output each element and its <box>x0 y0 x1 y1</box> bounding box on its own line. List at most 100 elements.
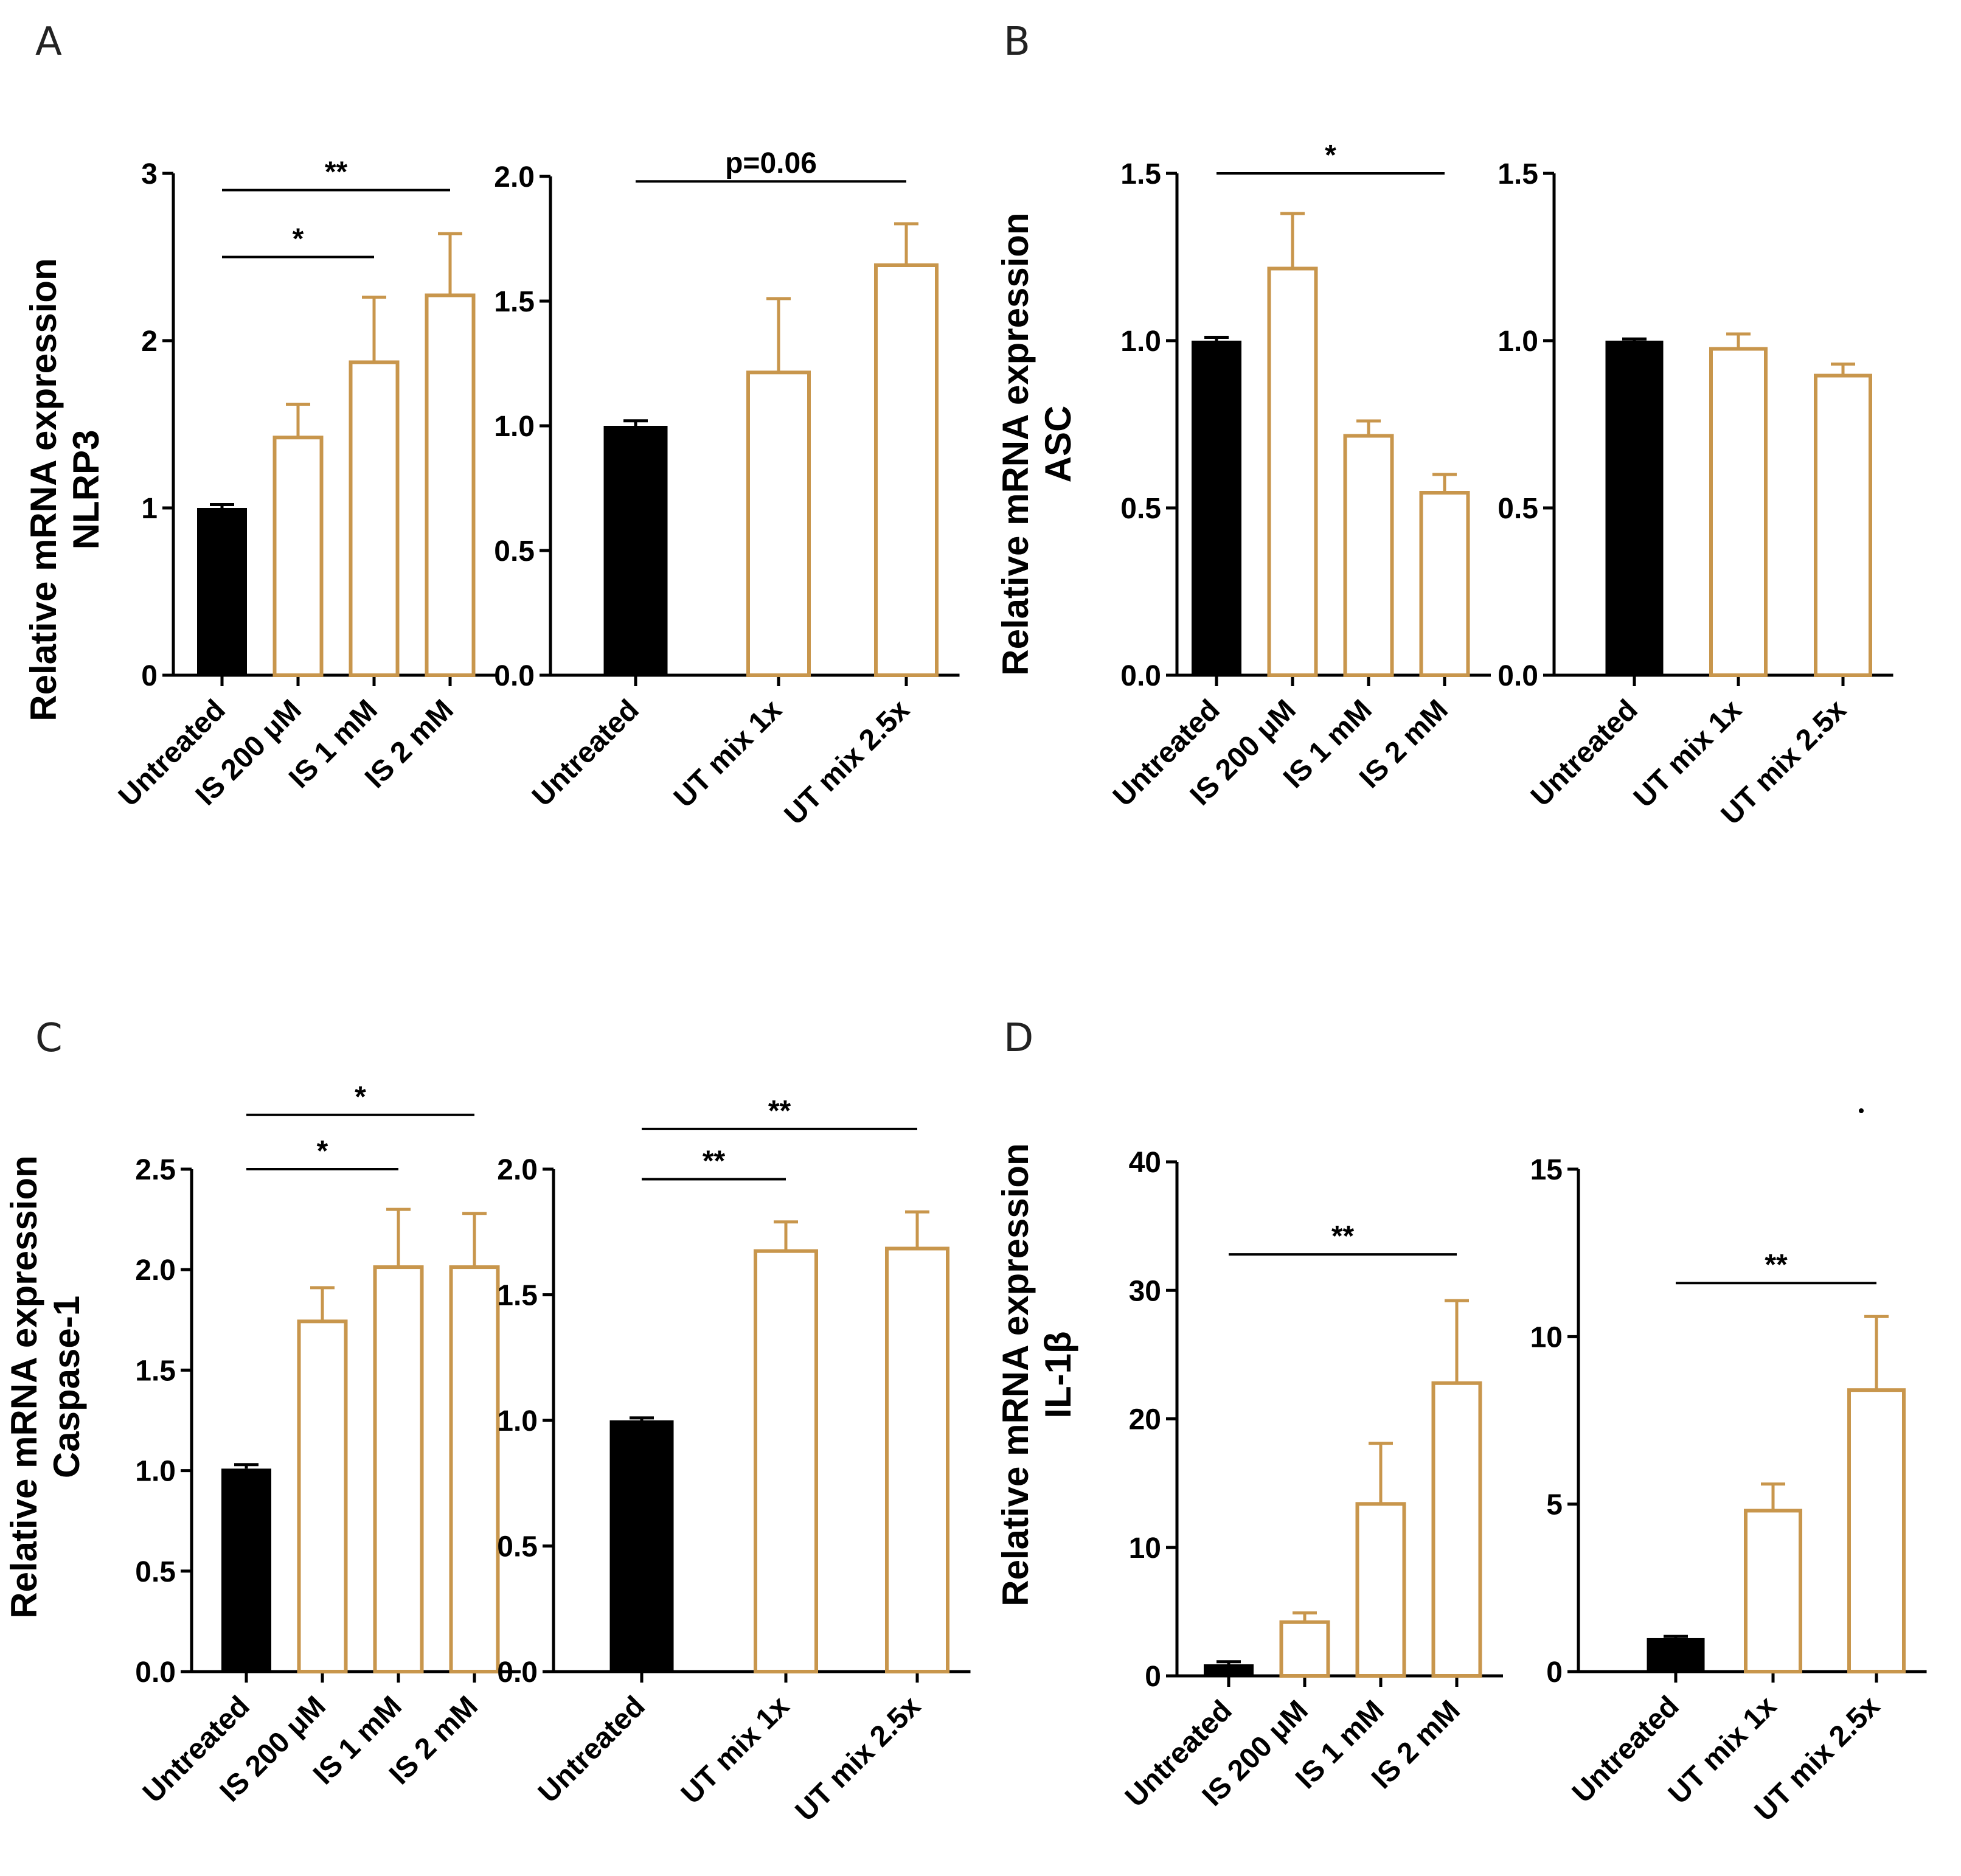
bar <box>297 1319 348 1674</box>
y-tick-label: 0.0 <box>494 660 535 692</box>
y-axis-title-c: Relative mRNA expression Caspase-1 <box>4 1155 87 1618</box>
category-label: UT mix 2.5x <box>779 693 916 831</box>
y-tick-label: 1.0 <box>135 1456 176 1488</box>
y-tick-label: 0.5 <box>497 1531 538 1563</box>
y-tick-label: 20 <box>1129 1404 1161 1436</box>
bar <box>885 1246 949 1673</box>
y-tick-label: 1.5 <box>1498 158 1538 190</box>
bar <box>746 370 811 677</box>
significance-label: ** <box>768 1095 791 1127</box>
bar <box>1709 347 1768 677</box>
bar <box>1279 1620 1330 1678</box>
y-tick-label: 0.5 <box>494 535 535 568</box>
y-tick-label: 1 <box>141 493 158 525</box>
bar <box>1431 1381 1482 1678</box>
y-tick-label: 10 <box>1530 1321 1563 1353</box>
y-axis-title-line2: ASC <box>1038 406 1078 483</box>
category-label: UT mix 1x <box>675 1690 796 1810</box>
y-tick-label: 1.5 <box>135 1355 176 1387</box>
y-tick-label: 1.0 <box>494 411 535 443</box>
y-tick-label: 2.5 <box>135 1154 176 1186</box>
significance-label: * <box>293 223 304 255</box>
bar <box>1355 1502 1406 1678</box>
significance-label: ** <box>1765 1249 1788 1281</box>
panel-letter-b: B <box>1004 19 1030 64</box>
y-axis-title-line1: Relative mRNA expression <box>995 1143 1036 1606</box>
bar <box>373 1265 424 1674</box>
y-tick-label: 1.5 <box>1120 158 1161 190</box>
bar <box>1419 491 1470 677</box>
y-tick-label: 0.0 <box>135 1656 176 1689</box>
significance-label: * <box>355 1081 366 1113</box>
y-axis-title-line2: NLRP3 <box>66 430 106 550</box>
bar <box>1343 434 1394 677</box>
y-tick-label: 30 <box>1129 1275 1161 1307</box>
significance-label: ** <box>325 156 348 189</box>
y-tick-label: 1.0 <box>497 1405 538 1437</box>
y-tick-label: 3 <box>141 158 158 190</box>
stray-dot <box>1859 1108 1864 1113</box>
bar <box>449 1265 500 1674</box>
bar <box>754 1249 818 1673</box>
y-tick-label: 2.0 <box>497 1154 538 1186</box>
y-tick-label: 2.0 <box>494 161 535 193</box>
bar <box>1814 373 1872 677</box>
significance-label: * <box>317 1135 328 1167</box>
bar <box>1204 1664 1254 1676</box>
y-axis-title-a: Relative mRNA expression NLRP3 <box>23 258 106 721</box>
y-tick-label: 40 <box>1129 1147 1161 1179</box>
y-axis-title-line2: Caspase-1 <box>46 1296 87 1478</box>
y-tick-label: 0 <box>141 660 158 692</box>
y-axis-title-line1: Relative mRNA expression <box>995 212 1036 675</box>
y-tick-label: 1.0 <box>1498 325 1538 358</box>
category-label: Untreated <box>1525 693 1644 813</box>
y-tick-label: 0.0 <box>1120 660 1161 692</box>
y-tick-label: 0.5 <box>1498 493 1538 525</box>
bar <box>1647 1638 1705 1672</box>
y-axis-title-line1: Relative mRNA expression <box>4 1155 44 1618</box>
significance-label: ** <box>703 1145 726 1178</box>
bar <box>1192 341 1241 675</box>
bar <box>1847 1388 1906 1674</box>
significance-label: * <box>1325 139 1336 172</box>
y-tick-label: 15 <box>1530 1154 1563 1186</box>
y-axis-title-b: Relative mRNA expression ASC <box>995 212 1078 675</box>
y-axis-title-d: Relative mRNA expression IL-1β <box>995 1143 1078 1606</box>
bar <box>874 263 939 677</box>
bar <box>425 293 476 677</box>
category-label: UT mix 1x <box>668 693 788 814</box>
category-label: Untreated <box>526 693 645 813</box>
y-tick-label: 0.5 <box>135 1556 176 1588</box>
y-tick-label: 0.0 <box>1498 660 1538 692</box>
bar <box>1267 266 1318 677</box>
category-label: Untreated <box>532 1690 651 1809</box>
panel-letter-a: A <box>35 19 62 64</box>
y-tick-label: 0.0 <box>497 1656 538 1689</box>
bar <box>609 1420 674 1672</box>
y-tick-label: 0 <box>1145 1661 1161 1693</box>
category-label: UT mix 2.5x <box>790 1690 927 1827</box>
significance-label: ** <box>1331 1220 1355 1252</box>
y-tick-label: 1.5 <box>494 286 535 318</box>
y-tick-label: 0 <box>1546 1656 1563 1689</box>
significance-label: p=0.06 <box>725 147 817 179</box>
y-tick-label: 5 <box>1546 1489 1563 1521</box>
y-tick-label: 0.5 <box>1120 493 1161 525</box>
y-axis-title-line1: Relative mRNA expression <box>23 258 64 721</box>
bar <box>197 508 247 675</box>
y-tick-label: 2 <box>141 325 158 358</box>
bar <box>349 360 400 677</box>
bar <box>272 436 324 677</box>
y-tick-label: 2.0 <box>135 1254 176 1287</box>
panel-letter-c: C <box>35 1016 63 1061</box>
panel-letter-d: D <box>1004 1016 1033 1061</box>
bar <box>1605 341 1664 675</box>
